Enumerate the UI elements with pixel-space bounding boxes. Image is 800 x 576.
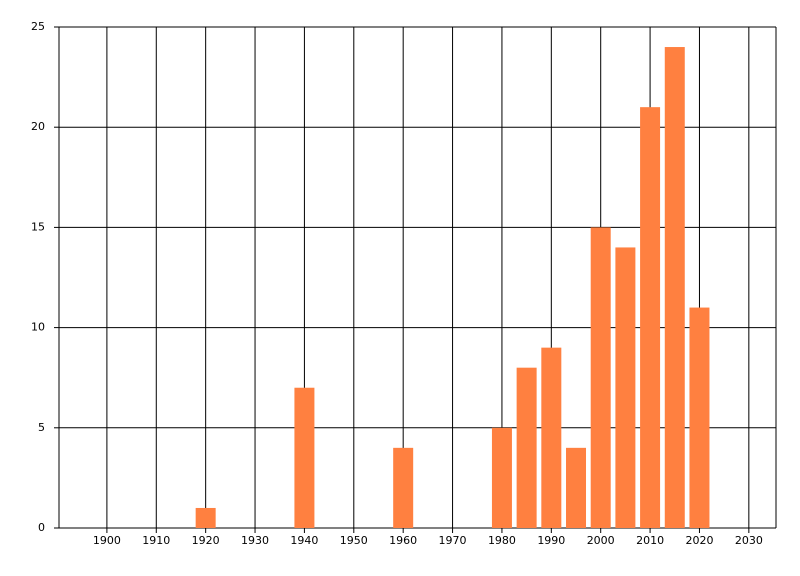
x-tick-label: 1900 — [93, 534, 121, 547]
bar — [541, 347, 562, 528]
x-tick-label: 2010 — [636, 534, 664, 547]
bar — [615, 247, 636, 528]
x-tick-label: 1950 — [340, 534, 368, 547]
y-tick-label: 5 — [38, 421, 45, 434]
y-tick-label: 10 — [31, 321, 45, 334]
bar — [393, 447, 414, 528]
y-tick-label: 15 — [31, 220, 45, 233]
x-tick-label: 2000 — [587, 534, 615, 547]
x-tick-label: 1920 — [192, 534, 220, 547]
y-tick-label: 20 — [31, 120, 45, 133]
bar — [491, 427, 512, 528]
bar — [590, 227, 611, 528]
bar — [664, 47, 685, 528]
x-tick-label: 2030 — [735, 534, 763, 547]
bar — [689, 307, 710, 528]
x-tick-label: 1940 — [290, 534, 318, 547]
y-tick-label: 0 — [38, 521, 45, 534]
bar — [195, 507, 216, 528]
x-tick-label: 2020 — [685, 534, 713, 547]
x-tick-label: 1910 — [142, 534, 170, 547]
y-tick-label: 25 — [31, 20, 45, 33]
bar — [566, 447, 587, 528]
bar — [516, 367, 537, 528]
bar — [294, 387, 315, 528]
x-tick-label: 1960 — [389, 534, 417, 547]
x-tick-label: 1970 — [439, 534, 467, 547]
x-tick-label: 1990 — [537, 534, 565, 547]
x-tick-label: 1930 — [241, 534, 269, 547]
bar — [640, 107, 661, 528]
x-tick-label: 1980 — [488, 534, 516, 547]
